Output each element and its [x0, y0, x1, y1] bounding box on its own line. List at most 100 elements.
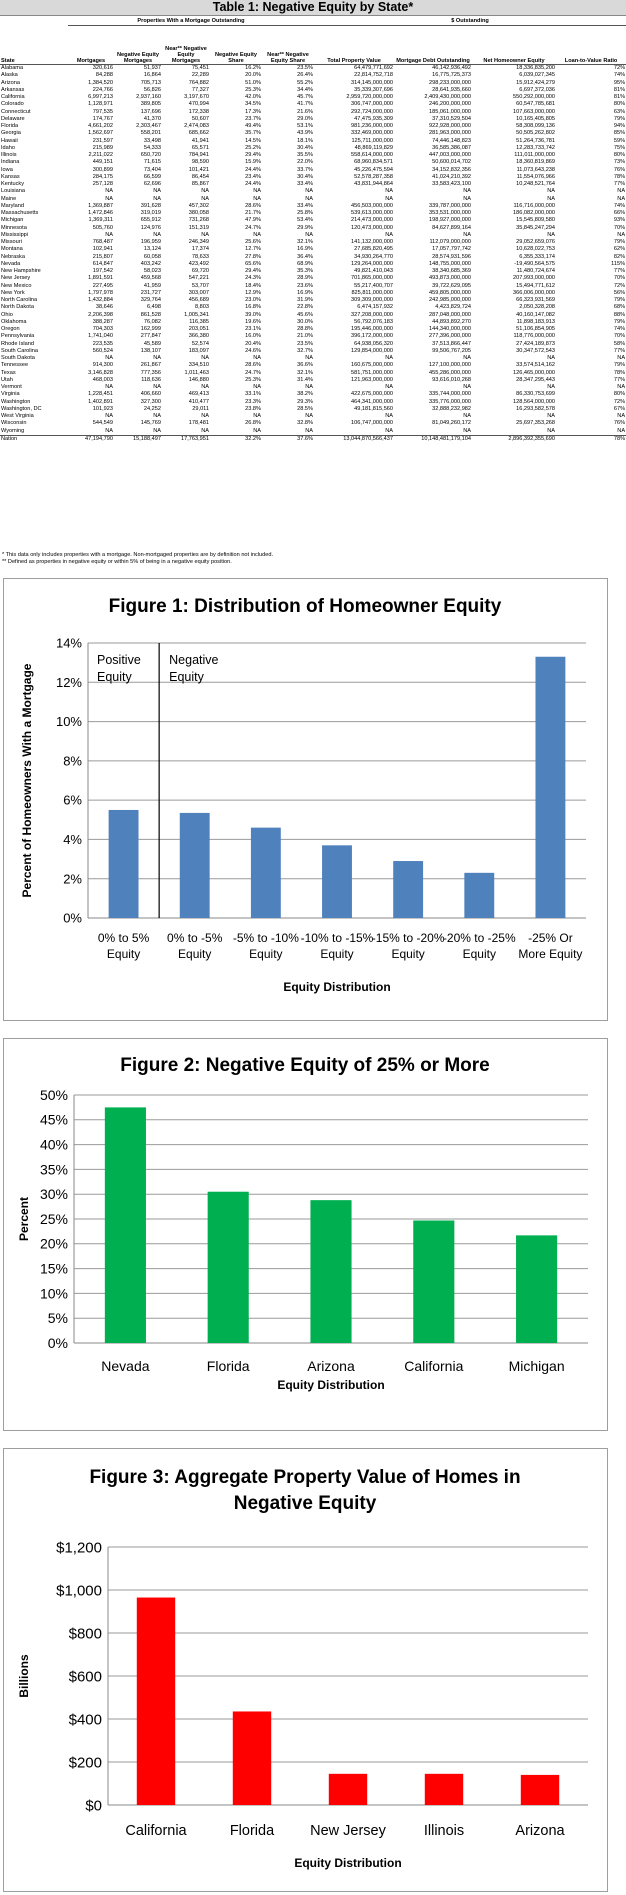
table-cell: 825,811,000,000	[351, 289, 394, 296]
table-header-cell: Mortgage Debt Outstanding	[394, 25, 473, 65]
table-cell: 25.3%	[245, 86, 261, 93]
table-cell: NA	[463, 427, 472, 434]
table-cell: 2,303,467	[136, 123, 161, 129]
table-cell: 281,963,000,000	[429, 130, 472, 137]
table-cell: 32.2%	[210, 434, 262, 443]
table-cell: 335,776,000,000	[429, 398, 472, 405]
table-cell: 223,535	[92, 340, 113, 347]
table-cell: 12.9%	[245, 289, 261, 296]
table-cell: NA	[153, 195, 161, 202]
table-cell: 124,976	[140, 224, 161, 231]
table-cell: NA	[201, 384, 209, 390]
table-cell: 319,019	[140, 210, 161, 216]
table-cell: 44,893,892,270	[432, 318, 472, 325]
x-axis-title: Equity Distribution	[294, 1856, 401, 1870]
table-cell: NA	[253, 231, 261, 238]
bar	[520, 1774, 560, 1805]
table-cell: 4,661,202	[88, 123, 113, 129]
table-cell: NA	[153, 188, 161, 195]
table-cell: 1,128,971	[88, 101, 113, 108]
table-cell: 31.9%	[297, 297, 314, 303]
x-tick-label: 0% to 5%	[98, 931, 150, 945]
table-cell: NA	[617, 355, 626, 361]
table-cell: 650,720	[140, 152, 161, 158]
table-cell: 25.2%	[245, 144, 261, 151]
y-tick-label: 25%	[40, 1211, 68, 1227]
y-tick-label: $1,200	[56, 1539, 102, 1556]
table-cell: 28.5%	[297, 405, 314, 412]
table-row: Arizona 1,384,520 705,713 764,882 51.0% 55.2%…	[0, 80, 626, 87]
table-cell: 23.7%	[245, 115, 261, 122]
x-tick-label: Equity	[249, 947, 282, 961]
table-state-cell: South Dakota	[1, 355, 35, 361]
x-tick-label: -25% Or	[528, 931, 573, 945]
table-cell: 52,578,287,358	[354, 173, 394, 180]
table-cell: 88%	[613, 311, 626, 318]
table-cell: 320,616	[92, 65, 113, 71]
table-cell: 24.6%	[245, 347, 261, 354]
table-cell: 102,941	[92, 246, 113, 253]
table-cell: NA	[463, 384, 472, 390]
table-cell: 456,503,000,000	[351, 202, 394, 209]
bar	[424, 1773, 464, 1805]
table-cell: 2,896,392,355,690	[472, 434, 557, 443]
table-cell: 129,264,000,000	[351, 260, 394, 267]
table-cell: 64,479,771,692	[354, 65, 394, 71]
table-state-cell: Nevada	[1, 260, 21, 267]
table-cell: 84,627,899,164	[432, 224, 472, 231]
table-cell: NA	[463, 231, 472, 238]
table-cell: 27.8%	[245, 253, 261, 260]
table-cell: 26.8%	[245, 420, 261, 427]
table-cell: 51.0%	[245, 79, 261, 86]
table-cell: 380,058	[188, 210, 209, 216]
table-cell: 11,073,643,238	[516, 166, 556, 173]
table-cell: 80%	[613, 101, 626, 108]
y-tick-label: 10%	[40, 1285, 68, 1301]
x-tick-label: Florida	[230, 1823, 275, 1839]
table-cell: 128,564,000,000	[513, 398, 556, 405]
table-row: Alaska 84,288 16,864 22,289 20.0% 26.4% 22,814…	[0, 72, 626, 79]
table-cell: 78%	[556, 434, 626, 443]
table-cell: 764,882	[188, 79, 209, 86]
table-cell: 59%	[613, 137, 626, 144]
table-cell: 539,613,000,000	[351, 210, 394, 216]
table-row: Wisconsin 544,549 145,769 178,481 26.8% 32.8%…	[0, 420, 626, 427]
table-cell: 30.4%	[297, 144, 314, 151]
table-state-cell: Kansas	[1, 173, 20, 180]
table-cell: 227,495	[92, 282, 113, 289]
table-cell: 16.8%	[245, 304, 261, 311]
table-cell: 45.6%	[297, 311, 314, 318]
table-row: South Carolina 560,524 138,107 183,097 24.6%…	[0, 348, 626, 355]
table-cell: 58%	[613, 340, 626, 347]
table-cell: 101,923	[92, 405, 113, 412]
table-cell: 366,380	[188, 333, 209, 340]
table-cell: NA	[153, 384, 161, 390]
table-cell: 388,287	[92, 318, 113, 325]
table-cell: 145,769	[140, 420, 161, 427]
table-row: Nevada 614,847 403,242 423,492 65.6% 68.9% 129…	[0, 261, 626, 268]
table-cell: 34.5%	[245, 101, 261, 108]
table-state-cell: Maryland	[1, 202, 25, 209]
table-cell: 306,747,000,000	[351, 101, 394, 108]
table-cell: 81,049,260,172	[432, 420, 472, 427]
chart-title-line: Negative Equity	[234, 1493, 377, 1514]
bar	[179, 812, 210, 918]
table-row: Iowa 300,899 73,404 101,421 24.4% 33.7% 45,226…	[0, 167, 626, 174]
table-cell: 16,775,725,373	[432, 72, 472, 79]
table-cell: NA	[153, 413, 161, 419]
table-cell: 505,760	[92, 224, 113, 231]
table-cell: 107,663,000,000	[513, 108, 556, 115]
table-cell: 12,283,733,742	[516, 144, 556, 151]
table-row: Idaho 215,989 54,333 65,571 25.2% 30.4% 48,869…	[0, 145, 626, 152]
table-state-cell: Arkansas	[1, 86, 25, 93]
table-cell: 77,327	[191, 86, 209, 93]
annotation-positive-equity: Positive	[97, 653, 141, 667]
table-state-cell: Washington, DC	[1, 405, 42, 412]
table-cell: 51,264,736,781	[516, 137, 556, 144]
table-cell: 76%	[613, 166, 626, 173]
table-cell: 45,226,475,594	[354, 166, 394, 173]
table-cell: NA	[305, 427, 314, 434]
x-tick-label: -10% to -15%	[301, 931, 374, 945]
table-row: Vermont NA NA NA NA NA NA NA NA NA	[0, 384, 626, 391]
table-cell: 731,268	[188, 217, 209, 224]
